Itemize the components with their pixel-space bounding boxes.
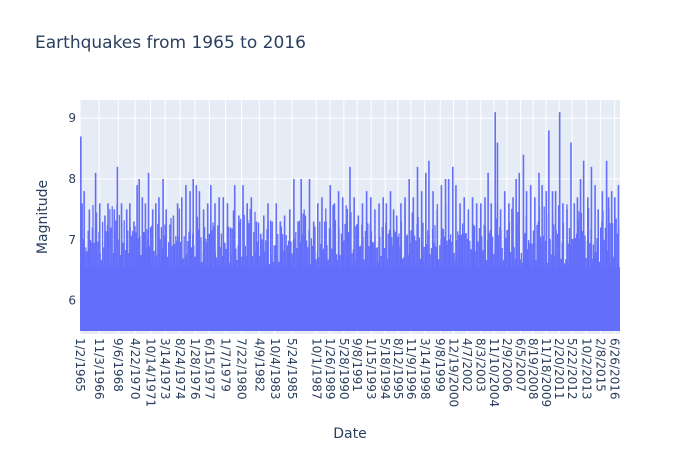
x-tick-label: 10/2/2013 — [579, 338, 593, 400]
x-tick-label: 5/28/1990 — [337, 338, 351, 400]
x-tick-label: 10/4/1983 — [268, 338, 282, 400]
x-tick-label: 6/15/1977 — [202, 338, 216, 400]
x-tick-label: 5/22/2012 — [565, 338, 579, 400]
x-tick-label: 4/7/2002 — [460, 338, 474, 392]
x-tick-label: 2/8/2015 — [593, 338, 607, 392]
x-tick-label: 11/10/2004 — [487, 338, 501, 407]
x-tick-label: 1/7/1979 — [219, 338, 233, 392]
magnitude-fill — [80, 267, 620, 331]
x-axis-title: Date — [333, 426, 366, 442]
x-tick-label: 9/8/1991 — [350, 338, 364, 392]
y-axis-title: Magnitude — [35, 180, 51, 254]
y-tick-label: 7 — [68, 233, 76, 247]
y-tick-labels: 6 7 8 9 — [68, 111, 76, 307]
x-tick-label: 3/14/1973 — [158, 338, 172, 400]
x-tick-label: 11/9/1996 — [404, 338, 418, 400]
x-tick-label: 1/15/1993 — [364, 338, 378, 400]
x-tick-labels: 1/2/1965 11/3/1966 9/6/1968 4/22/1970 10/14/… — [73, 338, 622, 407]
x-tick-label: 3/14/1998 — [418, 338, 432, 400]
x-tick-label: 12/19/2000 — [447, 338, 461, 407]
x-tick-label: 1/26/1989 — [323, 338, 337, 400]
x-tick-label: 8/24/1974 — [173, 338, 187, 400]
y-tick-label: 8 — [68, 172, 76, 186]
x-tick-label: 6/5/2007 — [514, 338, 528, 392]
x-tick-label: 8/12/1995 — [391, 338, 405, 400]
x-tick-label: 2/20/2011 — [552, 338, 566, 400]
y-tick-label: 9 — [68, 111, 76, 125]
magnitude-bars — [80, 112, 620, 331]
x-tick-label: 8/19/2008 — [526, 338, 540, 400]
y-tick-label: 6 — [68, 294, 76, 308]
x-tick-label: 9/6/1968 — [111, 338, 125, 392]
x-tick-label: 6/26/2016 — [608, 338, 622, 400]
x-tick-label: 1/28/1976 — [188, 338, 202, 400]
x-tick-label: 11/3/1966 — [92, 338, 106, 400]
chart-title: Earthquakes from 1965 to 2016 — [35, 33, 306, 53]
x-tick-label: 10/1/1987 — [309, 338, 323, 400]
x-tick-label: 9/8/1999 — [433, 338, 447, 392]
x-tick-label: 7/22/1980 — [235, 338, 249, 400]
x-tick-label: 4/9/1982 — [252, 338, 266, 392]
x-tick-label: 11/18/2009 — [539, 338, 553, 407]
x-tick-label: 5/18/1994 — [378, 338, 392, 400]
x-tick-label: 2/9/2006 — [500, 338, 514, 392]
x-tick-label: 4/22/1970 — [128, 338, 142, 400]
x-tick-label: 5/24/1985 — [285, 338, 299, 400]
x-tick-label: 1/2/1965 — [73, 338, 87, 392]
x-tick-label: 8/3/2003 — [474, 338, 488, 392]
x-tick-label: 10/14/1971 — [144, 338, 158, 407]
